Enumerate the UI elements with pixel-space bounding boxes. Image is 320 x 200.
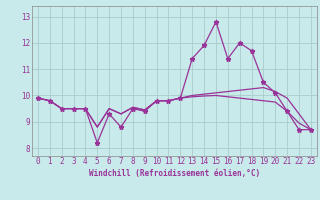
X-axis label: Windchill (Refroidissement éolien,°C): Windchill (Refroidissement éolien,°C): [89, 169, 260, 178]
